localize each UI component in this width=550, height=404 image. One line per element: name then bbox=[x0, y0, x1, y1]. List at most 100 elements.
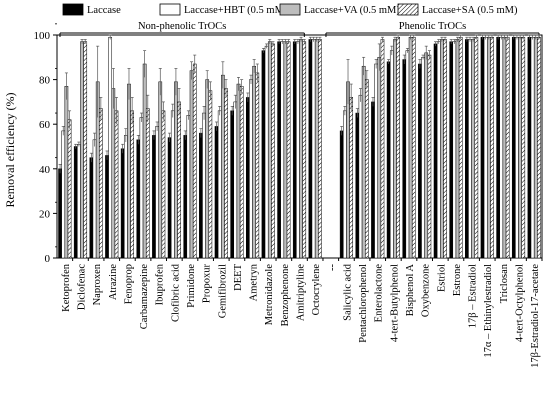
bar bbox=[465, 39, 469, 259]
x-tick-labels: Ketoprofen Diclofenac Naproxen Atrazine Feno… bbox=[61, 263, 541, 368]
bar bbox=[158, 81, 163, 259]
bar bbox=[89, 157, 94, 259]
bar bbox=[518, 36, 522, 259]
x-tick-label: Gemifibrozil bbox=[217, 264, 228, 318]
bar bbox=[183, 135, 188, 259]
bar bbox=[421, 57, 425, 259]
bar bbox=[99, 108, 103, 259]
bar bbox=[339, 130, 344, 259]
bar bbox=[296, 41, 300, 259]
bar bbox=[271, 43, 275, 259]
bar bbox=[261, 50, 266, 259]
bar bbox=[418, 63, 422, 259]
bar bbox=[292, 41, 297, 259]
bar bbox=[427, 54, 432, 259]
group-label: Phenolic TrOCs bbox=[399, 21, 466, 32]
bar bbox=[108, 36, 113, 259]
bar bbox=[521, 36, 526, 259]
x-tick-label: Amitriptyline bbox=[296, 264, 307, 322]
bar bbox=[343, 110, 347, 259]
bar bbox=[120, 148, 125, 259]
bar bbox=[527, 36, 532, 259]
bar bbox=[349, 97, 354, 259]
x-tick-label: Enterolactone bbox=[374, 264, 385, 323]
bar bbox=[255, 72, 260, 259]
bar bbox=[433, 43, 438, 259]
x-tick-label: Oxybenzone bbox=[421, 264, 432, 317]
bar bbox=[249, 79, 253, 259]
group-brackets: Non-phenolic TrOCs Phenolic TrOCs bbox=[59, 21, 540, 37]
bar bbox=[199, 132, 203, 259]
bar bbox=[252, 65, 256, 259]
x-tick-label: Pentachlorophenol bbox=[358, 264, 369, 343]
bar bbox=[308, 39, 313, 259]
x-tick-label: 4-tert-Octylphenol bbox=[515, 264, 526, 342]
bar bbox=[155, 126, 159, 259]
y-tick-label: 100 bbox=[34, 30, 51, 42]
y-tick-label: 0 bbox=[45, 253, 51, 265]
legend-label: Laccase bbox=[87, 5, 121, 16]
bar bbox=[483, 36, 488, 259]
bar bbox=[371, 101, 375, 259]
bar bbox=[239, 86, 244, 259]
bar bbox=[364, 79, 369, 259]
bar bbox=[267, 41, 272, 259]
bar bbox=[130, 110, 134, 259]
bar bbox=[142, 63, 147, 259]
bar bbox=[80, 41, 84, 259]
bar bbox=[374, 63, 378, 259]
bar bbox=[186, 115, 191, 259]
x-tick-label: 17β – Estradiol bbox=[468, 264, 479, 328]
x-tick-label: Bisphenol A bbox=[405, 264, 416, 317]
bar bbox=[386, 61, 391, 259]
x-tick-label: -- bbox=[327, 264, 338, 271]
x-tick-label: Clofibric acid bbox=[170, 263, 181, 322]
bar bbox=[245, 97, 250, 259]
bar bbox=[167, 137, 172, 259]
x-tick-label: Primidone bbox=[186, 264, 197, 308]
x-tick-label: Fenoprop bbox=[123, 264, 134, 304]
bar bbox=[533, 36, 538, 259]
bar bbox=[389, 50, 394, 259]
bar bbox=[302, 41, 307, 259]
bar bbox=[264, 45, 269, 259]
bar bbox=[458, 36, 463, 259]
x-tick-label: Diclofenac bbox=[76, 264, 87, 310]
x-tick-label: 17β-Estradiol-17-acetate bbox=[530, 264, 541, 368]
bar bbox=[474, 36, 479, 259]
bar bbox=[83, 41, 88, 259]
bars bbox=[58, 34, 541, 259]
bar bbox=[405, 50, 410, 259]
x-tick-label: Ibuprofen bbox=[155, 263, 166, 305]
y-tick-label: 60 bbox=[39, 119, 51, 131]
bar bbox=[221, 74, 225, 259]
bar bbox=[393, 39, 397, 259]
bar bbox=[515, 36, 519, 259]
bar bbox=[311, 39, 316, 259]
bar bbox=[537, 36, 541, 259]
bar bbox=[214, 126, 219, 259]
bar bbox=[496, 36, 500, 259]
bar bbox=[424, 52, 429, 259]
bar bbox=[318, 39, 322, 259]
legend-swatch bbox=[159, 3, 181, 16]
bar bbox=[486, 36, 491, 259]
bar bbox=[145, 108, 150, 259]
bar bbox=[490, 36, 494, 259]
bar bbox=[127, 83, 131, 259]
bar bbox=[283, 41, 288, 259]
bar bbox=[530, 36, 535, 259]
bar bbox=[436, 41, 441, 259]
bar bbox=[499, 36, 504, 259]
bar bbox=[202, 112, 206, 259]
x-tick-label: Estrone bbox=[452, 264, 463, 296]
bar bbox=[449, 41, 454, 259]
bar bbox=[408, 36, 413, 259]
bar bbox=[114, 110, 119, 259]
bar bbox=[452, 41, 457, 259]
bar bbox=[58, 168, 62, 259]
x-tick-label: Triclosan bbox=[499, 263, 510, 303]
bar bbox=[192, 63, 197, 259]
bar bbox=[152, 135, 156, 259]
bar bbox=[177, 101, 181, 259]
